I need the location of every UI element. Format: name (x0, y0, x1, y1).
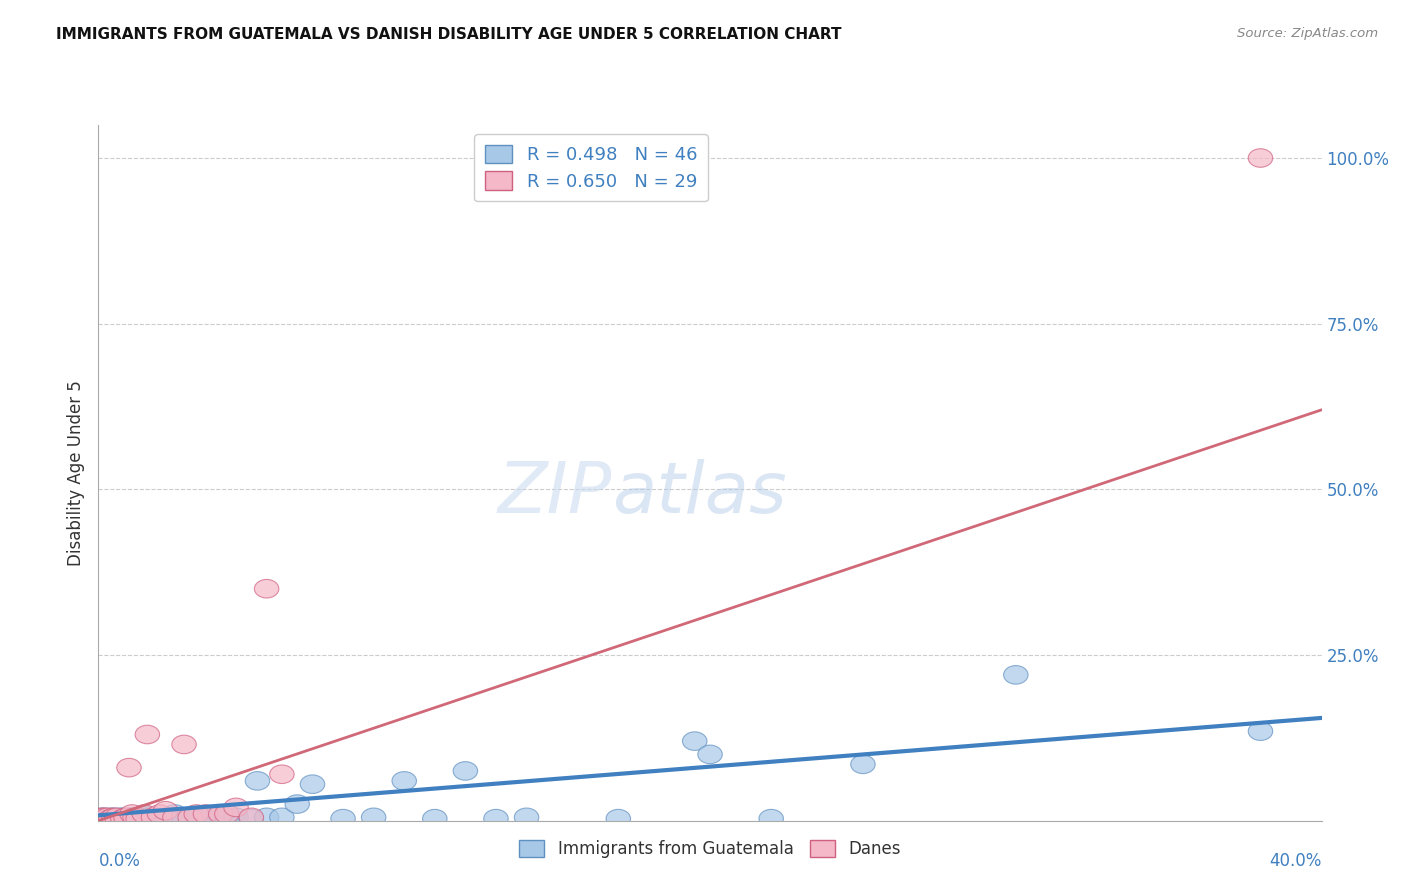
Ellipse shape (127, 809, 150, 828)
Ellipse shape (239, 809, 263, 828)
Ellipse shape (148, 805, 172, 823)
Text: IMMIGRANTS FROM GUATEMALA VS DANISH DISABILITY AGE UNDER 5 CORRELATION CHART: IMMIGRANTS FROM GUATEMALA VS DANISH DISA… (56, 27, 842, 42)
Ellipse shape (114, 808, 138, 827)
Ellipse shape (89, 808, 114, 827)
Ellipse shape (184, 805, 208, 823)
Ellipse shape (135, 808, 160, 827)
Text: 40.0%: 40.0% (1270, 852, 1322, 870)
Ellipse shape (484, 809, 508, 828)
Ellipse shape (153, 801, 179, 820)
Ellipse shape (184, 808, 208, 827)
Ellipse shape (606, 809, 630, 828)
Ellipse shape (120, 808, 145, 827)
Y-axis label: Disability Age Under 5: Disability Age Under 5 (67, 380, 86, 566)
Ellipse shape (153, 808, 179, 827)
Text: 0.0%: 0.0% (98, 852, 141, 870)
Ellipse shape (104, 808, 129, 827)
Ellipse shape (270, 765, 294, 783)
Ellipse shape (224, 808, 249, 827)
Ellipse shape (132, 805, 156, 823)
Ellipse shape (239, 808, 263, 827)
Legend: Immigrants from Guatemala, Danes: Immigrants from Guatemala, Danes (513, 833, 907, 864)
Ellipse shape (215, 808, 239, 827)
Ellipse shape (93, 808, 117, 827)
Ellipse shape (254, 808, 278, 827)
Ellipse shape (851, 755, 875, 773)
Ellipse shape (132, 806, 156, 824)
Ellipse shape (682, 731, 707, 750)
Ellipse shape (108, 808, 132, 827)
Text: Source: ZipAtlas.com: Source: ZipAtlas.com (1237, 27, 1378, 40)
Ellipse shape (193, 805, 218, 823)
Ellipse shape (114, 809, 138, 828)
Ellipse shape (423, 809, 447, 828)
Ellipse shape (98, 809, 122, 828)
Ellipse shape (697, 745, 723, 764)
Ellipse shape (330, 809, 356, 828)
Ellipse shape (120, 805, 145, 823)
Ellipse shape (193, 808, 218, 827)
Text: ZIP: ZIP (498, 459, 612, 528)
Ellipse shape (1004, 665, 1028, 684)
Ellipse shape (117, 758, 141, 777)
Ellipse shape (208, 806, 233, 824)
Ellipse shape (141, 808, 166, 827)
Ellipse shape (111, 808, 135, 827)
Ellipse shape (361, 808, 385, 827)
Ellipse shape (254, 580, 278, 598)
Ellipse shape (163, 808, 187, 827)
Ellipse shape (135, 725, 160, 744)
Ellipse shape (101, 808, 127, 827)
Ellipse shape (759, 809, 783, 828)
Ellipse shape (1249, 149, 1272, 168)
Ellipse shape (179, 808, 202, 827)
Ellipse shape (208, 805, 233, 823)
Ellipse shape (270, 808, 294, 827)
Ellipse shape (89, 808, 114, 827)
Ellipse shape (111, 809, 135, 828)
Ellipse shape (104, 809, 129, 828)
Ellipse shape (179, 809, 202, 828)
Ellipse shape (392, 772, 416, 790)
Text: atlas: atlas (612, 459, 787, 528)
Ellipse shape (93, 808, 117, 827)
Ellipse shape (96, 809, 120, 828)
Ellipse shape (245, 772, 270, 790)
Ellipse shape (224, 798, 249, 817)
Ellipse shape (172, 735, 197, 754)
Ellipse shape (215, 805, 239, 823)
Ellipse shape (98, 808, 122, 827)
Ellipse shape (141, 808, 166, 827)
Ellipse shape (117, 808, 141, 827)
Ellipse shape (101, 808, 127, 827)
Ellipse shape (148, 809, 172, 828)
Ellipse shape (285, 795, 309, 814)
Ellipse shape (172, 808, 197, 827)
Ellipse shape (1249, 722, 1272, 740)
Ellipse shape (127, 809, 150, 828)
Ellipse shape (515, 808, 538, 827)
Ellipse shape (163, 805, 187, 823)
Ellipse shape (122, 808, 148, 827)
Ellipse shape (96, 808, 120, 827)
Ellipse shape (122, 808, 148, 827)
Ellipse shape (453, 762, 478, 780)
Ellipse shape (301, 775, 325, 794)
